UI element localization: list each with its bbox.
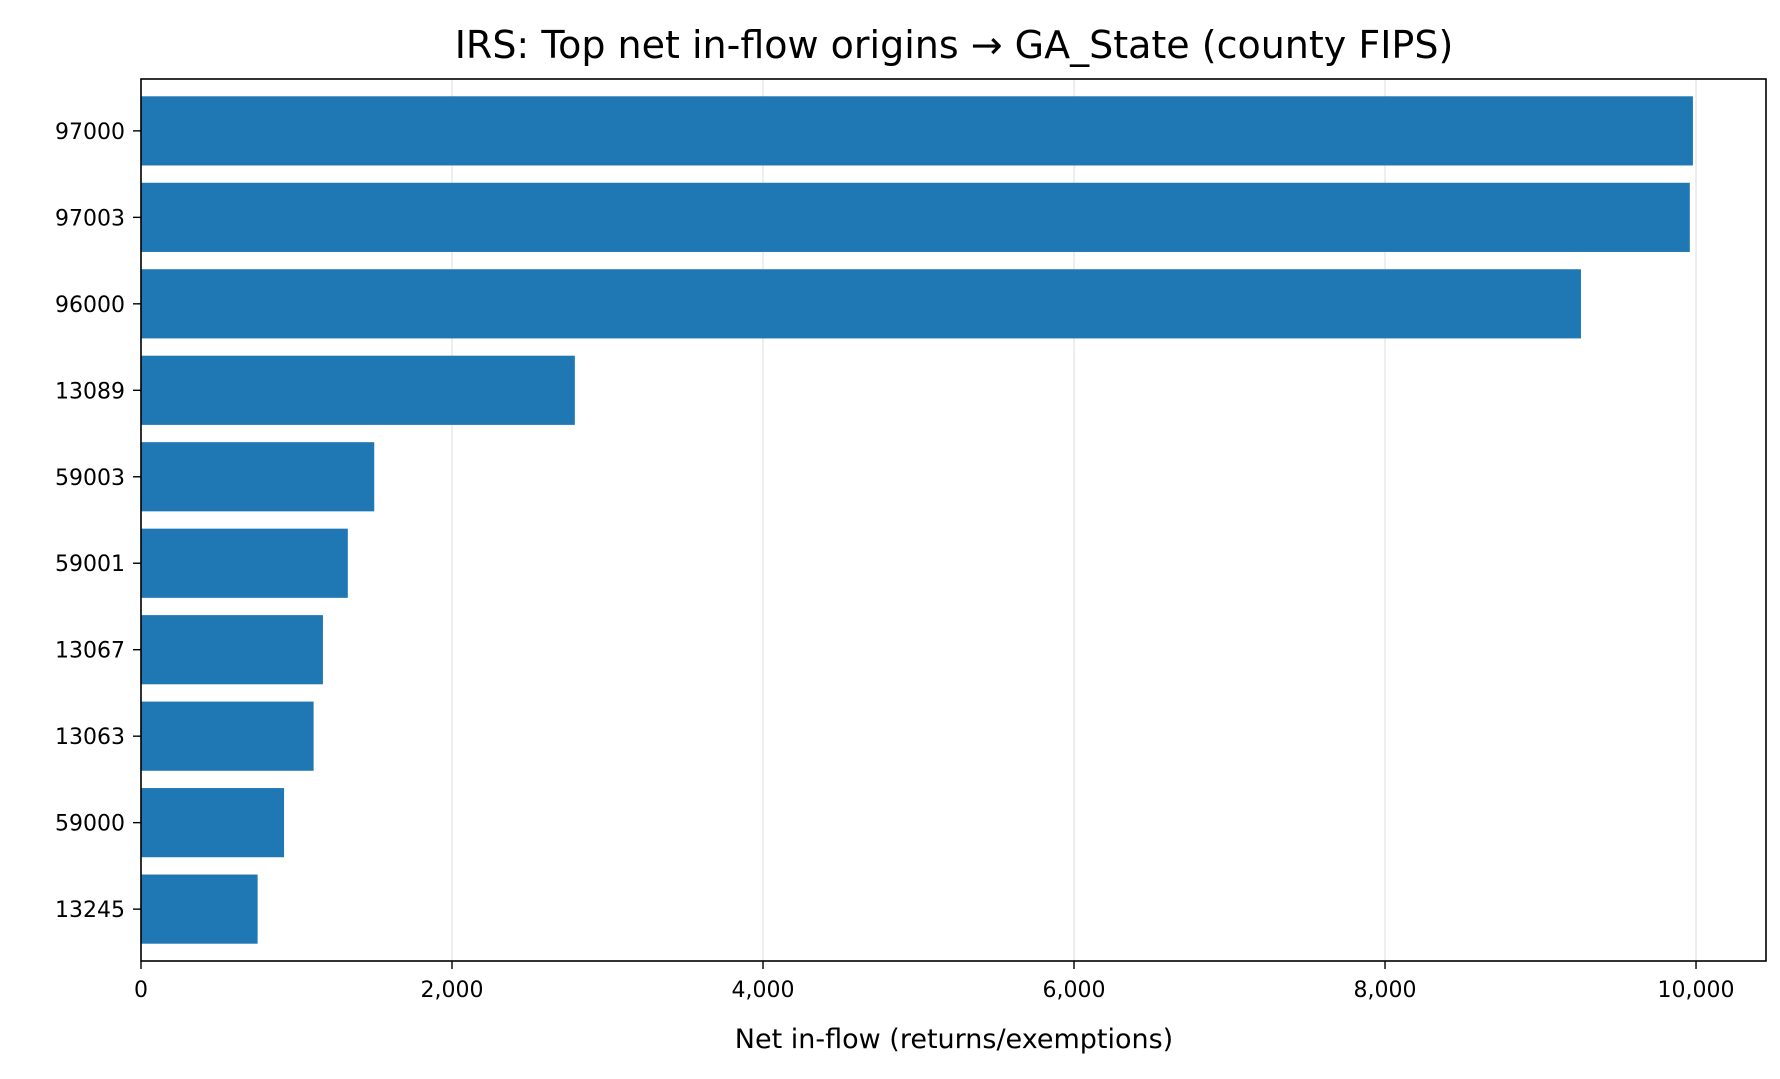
x-axis-ticks: 0 2,000 4,000 6,000 8,000 10,000 — [134, 961, 1735, 1003]
x-tick-label-0: 0 — [134, 978, 148, 1003]
y-tick-label-97003: 97003 — [55, 206, 125, 231]
x-tick-label-5: 10,000 — [1658, 978, 1735, 1003]
y-tick-label-59001: 59001 — [55, 552, 125, 577]
bar-97000 — [141, 96, 1693, 166]
y-tick-label-13245: 13245 — [55, 898, 125, 923]
x-tick-label-3: 6,000 — [1043, 978, 1106, 1003]
x-axis-label: Net in-flow (returns/exemptions) — [735, 1024, 1173, 1055]
y-tick-label-59003: 59003 — [55, 466, 125, 491]
y-tick-label-59000: 59000 — [55, 812, 125, 837]
chart-title: IRS: Top net in-flow origins → GA_State … — [455, 23, 1454, 67]
y-tick-label-97000: 97000 — [55, 120, 125, 145]
y-tick-label-13067: 13067 — [55, 639, 125, 664]
y-tick-label-96000: 96000 — [55, 293, 125, 318]
bar-96000 — [141, 269, 1581, 339]
y-tick-label-13063: 13063 — [55, 725, 125, 750]
bars — [141, 96, 1693, 944]
y-tick-label-13089: 13089 — [55, 379, 125, 404]
x-tick-label-2: 4,000 — [732, 978, 795, 1003]
bar-13245 — [141, 874, 258, 944]
y-axis-ticks: 97000 97003 96000 13089 59003 59001 13067 13063… — [55, 120, 141, 923]
bar-59003 — [141, 442, 375, 512]
bar-59001 — [141, 528, 348, 598]
bar-97003 — [141, 182, 1690, 252]
bar-59000 — [141, 788, 285, 858]
bar-13063 — [141, 701, 314, 771]
bar-13089 — [141, 355, 575, 425]
plot-frame — [140, 78, 1767, 962]
bar-13067 — [141, 615, 323, 685]
x-tick-label-4: 8,000 — [1354, 978, 1417, 1003]
x-tick-label-1: 2,000 — [421, 978, 484, 1003]
